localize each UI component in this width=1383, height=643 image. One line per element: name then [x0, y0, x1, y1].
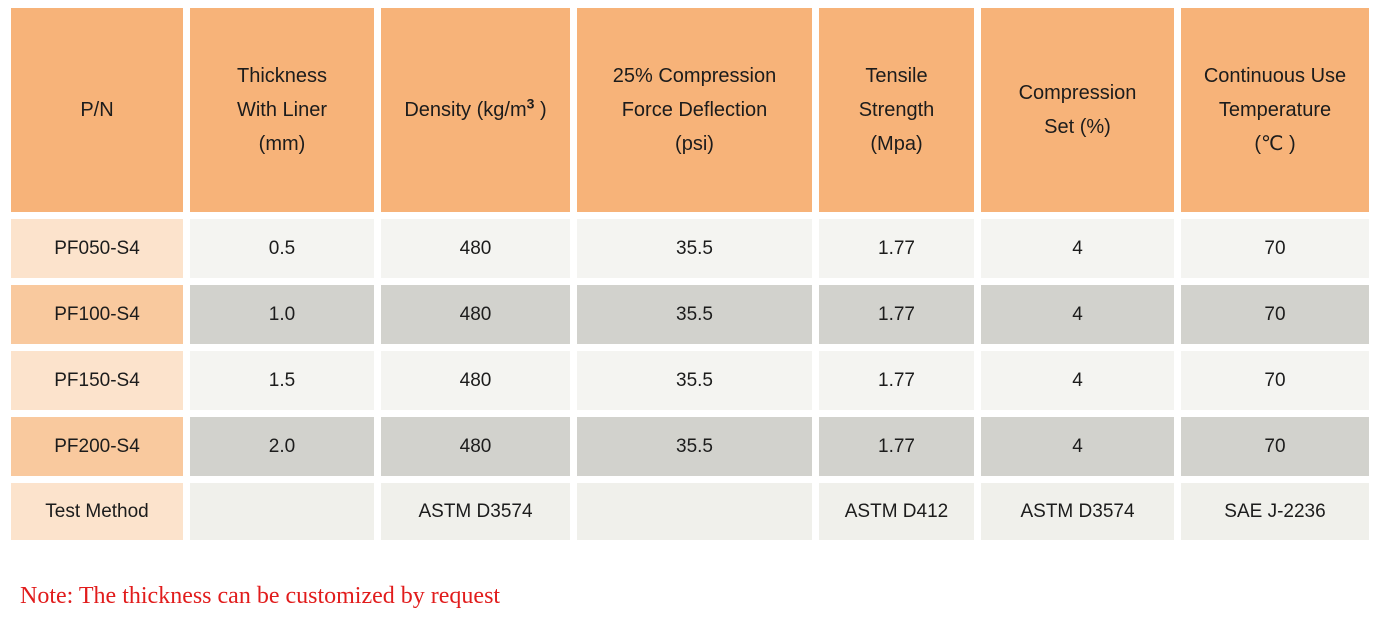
table-row-test-method: Test Method ASTM D3574 ASTM D412 ASTM D3…	[11, 483, 1369, 540]
test-method-label: Test Method	[11, 483, 183, 540]
header-cell-continuous-use-temperature: Continuous Use Temperature (℃ )	[1181, 8, 1369, 212]
customization-note: Note: The thickness can be customized by…	[20, 583, 501, 609]
cell-thickness-test	[190, 483, 374, 540]
cell-density: 480	[381, 351, 570, 410]
cell-temperature-test: SAE J-2236	[1181, 483, 1369, 540]
header-label: Continuous Use	[1203, 65, 1347, 87]
cell-temperature: 70	[1181, 285, 1369, 344]
cell-temperature: 70	[1181, 351, 1369, 410]
header-label: (psi)	[675, 133, 714, 155]
cell-compression-set-test: ASTM D3574	[981, 483, 1174, 540]
header-cell-thickness: Thickness With Liner (mm)	[190, 8, 374, 212]
header-label: 25% Compression	[612, 65, 777, 87]
header-label: Temperature	[1218, 99, 1332, 121]
cell-density: 480	[381, 219, 570, 278]
cell-thickness: 2.0	[190, 417, 374, 476]
cell-tensile-test: ASTM D412	[819, 483, 974, 540]
cell-thickness: 1.5	[190, 351, 374, 410]
table-row-pf150: PF150-S4 1.5 480 35.5 1.77 4 70	[11, 351, 1369, 410]
pn-cell: PF200-S4	[11, 417, 183, 476]
header-label: Tensile	[865, 65, 928, 87]
cell-compression-set: 4	[981, 351, 1174, 410]
header-cell-density: Density (kg/m3 )	[381, 8, 570, 212]
header-label: Set (%)	[1044, 116, 1111, 138]
header-label: (mm)	[258, 133, 306, 155]
cell-thickness: 0.5	[190, 219, 374, 278]
cell-cfd: 35.5	[577, 285, 812, 344]
table-row-pf200: PF200-S4 2.0 480 35.5 1.77 4 70	[11, 417, 1369, 476]
header-cell-pn: P/N	[11, 8, 183, 212]
header-label: Density (kg/m3 )	[404, 95, 547, 121]
cell-tensile: 1.77	[819, 219, 974, 278]
header-label: P/N	[80, 99, 114, 121]
header-cell-compression-set: Compression Set (%)	[981, 8, 1174, 212]
header-label: Strength	[858, 99, 935, 121]
cell-density: 480	[381, 285, 570, 344]
table-row-pf050: PF050-S4 0.5 480 35.5 1.77 4 70	[11, 219, 1369, 278]
cell-temperature: 70	[1181, 219, 1369, 278]
header-label: With Liner	[236, 99, 328, 121]
cell-density: 480	[381, 417, 570, 476]
pn-cell: PF100-S4	[11, 285, 183, 344]
superscript-3: 3	[526, 95, 535, 112]
cell-cfd: 35.5	[577, 417, 812, 476]
header-cell-tensile-strength: Tensile Strength (Mpa)	[819, 8, 974, 212]
pn-cell: PF050-S4	[11, 219, 183, 278]
cell-compression-set: 4	[981, 219, 1174, 278]
pn-cell: PF150-S4	[11, 351, 183, 410]
cell-density-test: ASTM D3574	[381, 483, 570, 540]
header-label: Compression	[1018, 82, 1137, 104]
header-label: Force Deflection	[621, 99, 768, 121]
header-label: (Mpa)	[870, 133, 923, 155]
cell-cfd: 35.5	[577, 351, 812, 410]
spec-table: P/N Thickness With Liner (mm) Density (k…	[4, 1, 1376, 547]
cell-compression-set: 4	[981, 417, 1174, 476]
cell-temperature: 70	[1181, 417, 1369, 476]
header-label: (℃ )	[1254, 133, 1296, 155]
cell-tensile: 1.77	[819, 285, 974, 344]
header-label: Thickness	[236, 65, 328, 87]
cell-cfd-test	[577, 483, 812, 540]
table-row-pf100: PF100-S4 1.0 480 35.5 1.77 4 70	[11, 285, 1369, 344]
header-row: P/N Thickness With Liner (mm) Density (k…	[11, 8, 1369, 212]
cell-tensile: 1.77	[819, 417, 974, 476]
cell-compression-set: 4	[981, 285, 1174, 344]
header-cell-compression-force-deflection: 25% Compression Force Deflection (psi)	[577, 8, 812, 212]
cell-thickness: 1.0	[190, 285, 374, 344]
cell-cfd: 35.5	[577, 219, 812, 278]
cell-tensile: 1.77	[819, 351, 974, 410]
